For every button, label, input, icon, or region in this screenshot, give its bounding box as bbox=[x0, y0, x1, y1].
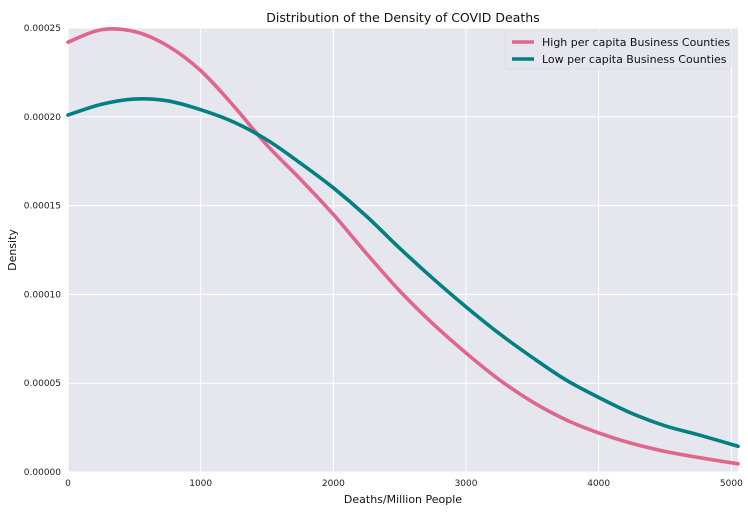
y-tick-label: 0.00005 bbox=[24, 379, 61, 389]
x-tick-label: 3000 bbox=[455, 479, 478, 489]
chart-title: Distribution of the Density of COVID Dea… bbox=[266, 10, 539, 25]
grid-lines bbox=[67, 27, 738, 473]
x-axis-label: Deaths/Million People bbox=[344, 493, 462, 506]
y-tick-label: 0.00010 bbox=[24, 290, 61, 300]
x-tick-label: 1000 bbox=[189, 479, 212, 489]
y-axis-ticks: 0.00000 0.00005 0.00010 0.00015 0.00020 0.000… bbox=[24, 24, 61, 478]
x-tick-label: 4000 bbox=[587, 479, 610, 489]
series-line-low-per-capita bbox=[66, 97, 740, 449]
y-tick-label: 0.00025 bbox=[24, 24, 61, 34]
y-tick-label: 0.00020 bbox=[24, 113, 61, 123]
x-tick-label: 5000 bbox=[720, 479, 743, 489]
x-axis-ticks: 0 1000 2000 3000 4000 5000 bbox=[65, 479, 743, 489]
y-axis-label: Density bbox=[6, 229, 19, 271]
series-line-high-per-capita bbox=[66, 27, 740, 466]
legend-label-low: Low per capita Business Counties bbox=[542, 53, 727, 66]
legend-label-high: High per capita Business Counties bbox=[542, 36, 730, 49]
y-tick-label: 0.00015 bbox=[24, 202, 61, 212]
x-tick-label: 2000 bbox=[322, 479, 345, 489]
x-tick-label: 0 bbox=[65, 479, 71, 489]
series-lines bbox=[66, 27, 740, 466]
legend-box bbox=[504, 30, 732, 70]
legend: High per capita Business Counties Low pe… bbox=[504, 30, 732, 70]
y-tick-label: 0.00000 bbox=[24, 468, 61, 478]
